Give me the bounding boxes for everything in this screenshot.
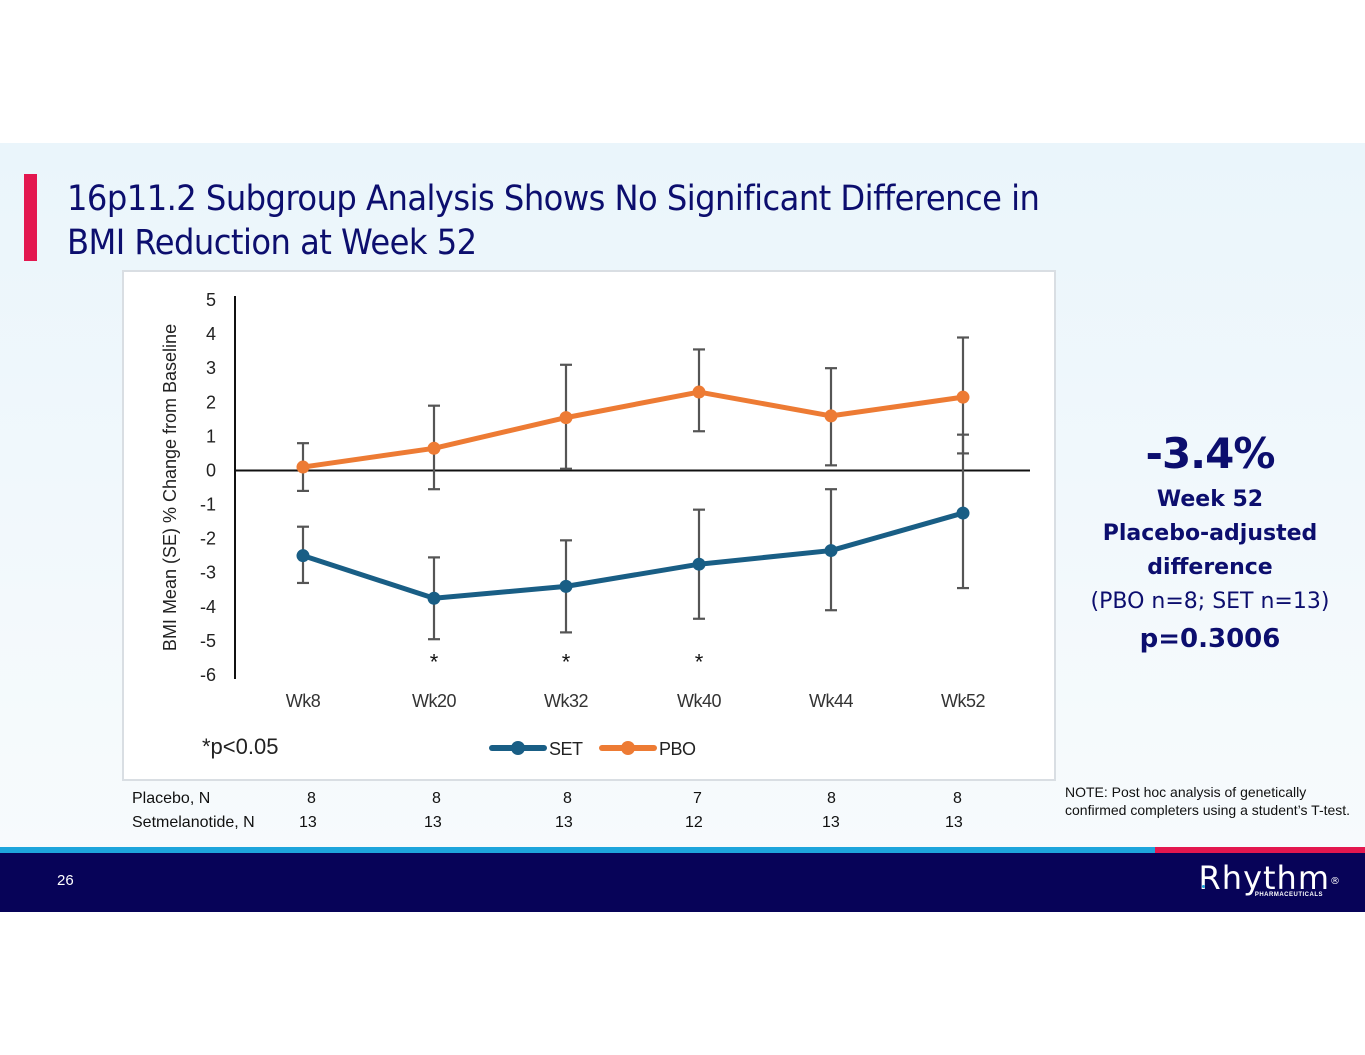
stat-week: Week 52	[1156, 487, 1264, 512]
sample-size-row-label: Placebo, N	[132, 790, 211, 807]
sample-size-cell: 13	[555, 814, 573, 831]
y-tick-label: 0	[206, 460, 216, 480]
y-tick-label: 1	[206, 426, 216, 446]
title-accent-bar	[24, 174, 37, 261]
stats-callout: -3.4% Week 52 Placebo-adjusted differenc…	[1070, 425, 1350, 659]
x-tick-label: Wk8	[286, 691, 321, 711]
legend-label-set: SET	[549, 739, 583, 759]
sample-size-cell: 13	[424, 814, 442, 831]
stat-label: Placebo-adjusted	[1102, 521, 1318, 546]
y-tick-label: 2	[206, 392, 216, 412]
sample-size-cell: 13	[945, 814, 963, 831]
page-number: 26	[57, 872, 74, 889]
legend-marker-set	[511, 741, 525, 755]
footnote: NOTE: Post hoc analysis of genetically c…	[1065, 784, 1351, 818]
data-point-set	[824, 544, 838, 558]
y-tick-label: -2	[200, 529, 216, 549]
sample-size-cell: 8	[432, 790, 441, 807]
y-tick-label: -5	[200, 631, 216, 651]
brand-name: Rhythm	[1198, 859, 1330, 897]
data-point-pbo	[824, 409, 838, 423]
registered-mark: ®	[1330, 876, 1341, 887]
y-tick-label: -6	[200, 665, 216, 685]
stat-sample-sizes: (PBO n=8; SET n=13)	[1090, 589, 1330, 614]
y-tick-label: -4	[200, 597, 216, 617]
slide-title: 16p11.2 Subgroup Analysis Shows No Signi…	[67, 179, 1040, 263]
p-value-footnote: *p<0.05	[202, 734, 278, 759]
footer: 26 Rhythm® PHARMACEUTICALS	[0, 853, 1365, 912]
footer-stripe-blue	[0, 847, 1155, 853]
stat-value: -3.4%	[1145, 429, 1276, 478]
y-tick-label: -1	[200, 495, 216, 515]
x-tick-label: Wk40	[677, 691, 722, 711]
y-tick-label: 4	[206, 324, 216, 344]
sample-size-cell: 12	[685, 814, 703, 831]
data-point-set	[296, 549, 310, 563]
legend-marker-pbo	[621, 741, 635, 755]
data-point-set	[956, 506, 970, 520]
sample-size-cell: 8	[307, 790, 316, 807]
sample-size-row-label: Setmelanotide, N	[132, 814, 255, 831]
y-axis-title: BMI Mean (SE) % Change from Baseline	[160, 324, 180, 651]
bmi-change-line-chart: 5 4 3 2 1 0 -1 -2 -3 -4 -5 -6 BMI Mean (SE) % Change…	[160, 290, 1030, 759]
significance-asterisk: *	[430, 649, 439, 674]
data-point-set	[692, 557, 706, 571]
brand-tagline: PHARMACEUTICALS	[1254, 892, 1323, 898]
sample-size-cell: 7	[693, 790, 702, 807]
chart-container: 5 4 3 2 1 0 -1 -2 -3 -4 -5 -6 BMI Mean (SE) % Change…	[122, 270, 1056, 781]
data-point-set	[559, 579, 573, 593]
brand-logo: Rhythm® PHARMACEUTICALS	[1199, 861, 1341, 898]
significance-asterisk: *	[562, 649, 571, 674]
data-point-pbo	[559, 411, 573, 425]
legend-label-pbo: PBO	[659, 739, 696, 759]
series-line-pbo	[302, 389, 964, 470]
x-tick-label: Wk32	[544, 691, 589, 711]
logo-dot-icon	[1201, 885, 1205, 888]
sample-size-cell: 13	[822, 814, 840, 831]
data-point-set	[427, 591, 441, 605]
x-tick-label: Wk20	[412, 691, 457, 711]
data-point-pbo	[427, 441, 441, 455]
stat-label-2: difference	[1147, 555, 1273, 580]
x-tick-label: Wk52	[941, 691, 986, 711]
data-point-pbo	[956, 390, 970, 404]
stat-p-value: p=0.3006	[1139, 624, 1281, 654]
y-tick-label: -3	[200, 563, 216, 583]
footer-stripe-pink	[1155, 847, 1365, 853]
slide: 16p11.2 Subgroup Analysis Shows No Signi…	[0, 143, 1365, 912]
series-line-set	[302, 510, 964, 601]
data-point-pbo	[692, 385, 706, 399]
sample-size-cell: 13	[299, 814, 317, 831]
x-tick-label: Wk44	[809, 691, 854, 711]
sample-size-cell: 8	[827, 790, 836, 807]
sample-size-cell: 8	[953, 790, 962, 807]
y-tick-label: 3	[206, 358, 216, 378]
y-tick-label: 5	[206, 290, 216, 310]
data-point-pbo	[296, 460, 310, 474]
sample-size-cell: 8	[563, 790, 572, 807]
significance-asterisk: *	[695, 649, 704, 674]
